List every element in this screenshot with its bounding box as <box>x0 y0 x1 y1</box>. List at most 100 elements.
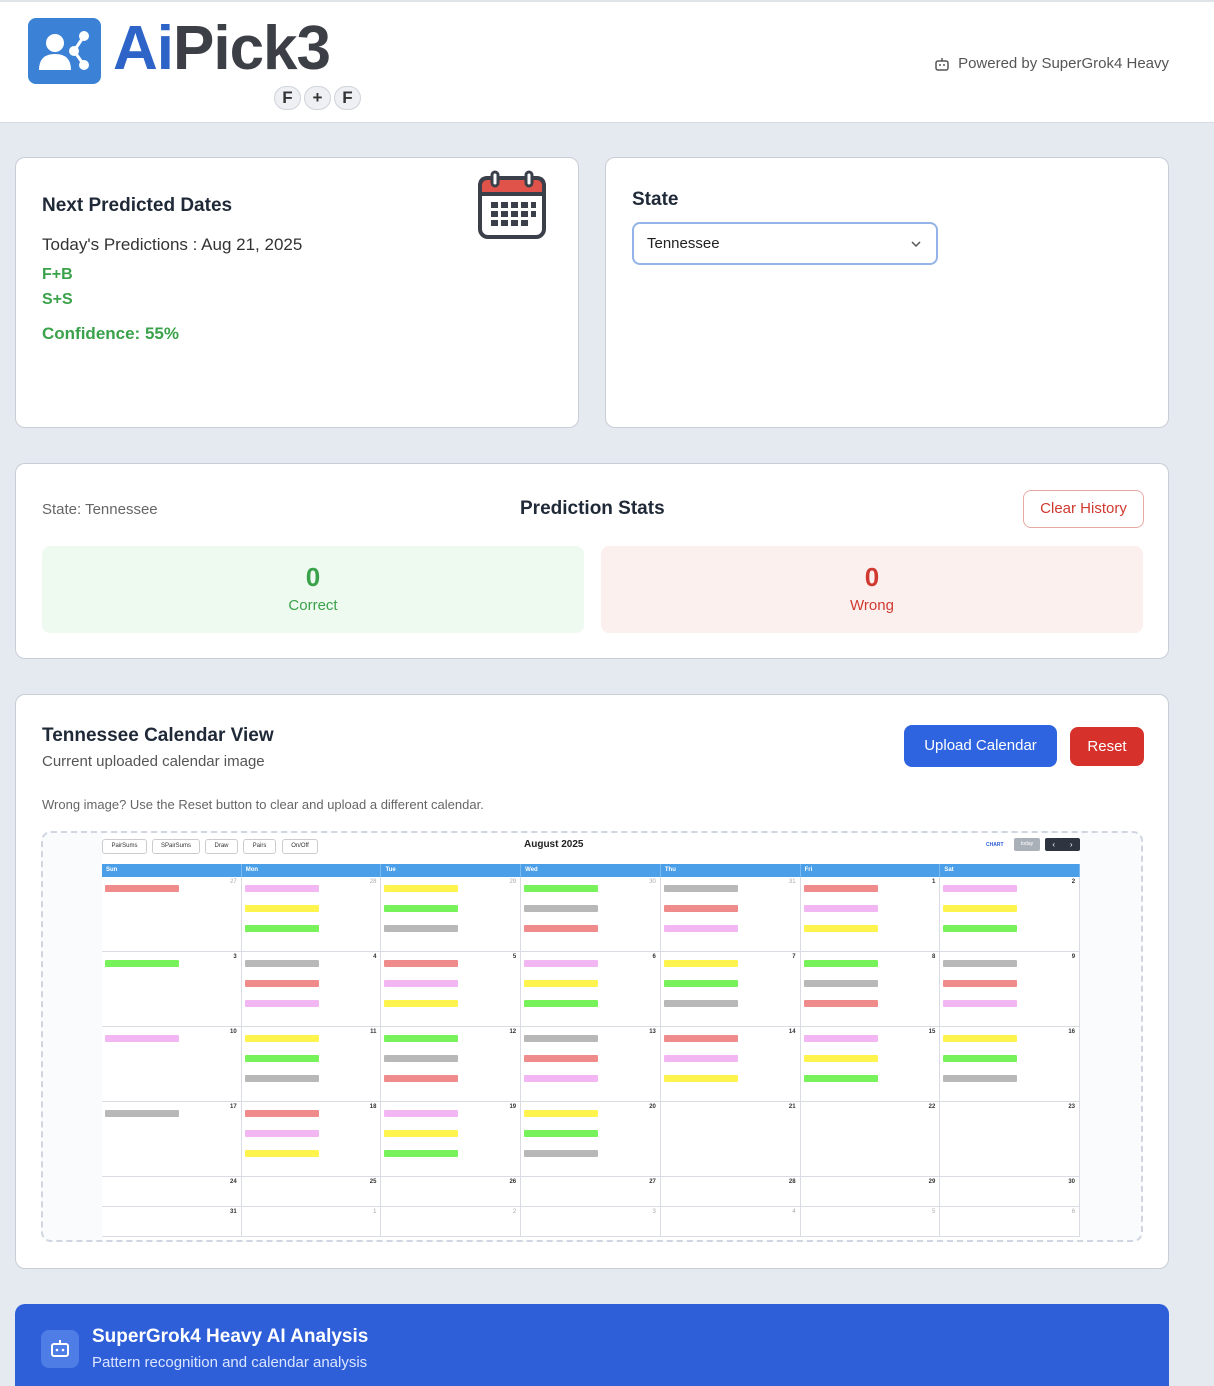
confidence: Confidence: 55% <box>42 324 179 343</box>
draw-chip <box>384 925 459 932</box>
draw-chip <box>524 1075 599 1082</box>
calendar-hint: Wrong image? Use the Reset button to cle… <box>42 797 484 812</box>
day-number: 21 <box>788 1104 796 1110</box>
weekday-label: Wed <box>521 864 661 877</box>
chart-link: CHART <box>986 842 1004 848</box>
calendar-week: 10 11 12 13 14 15 16 <box>102 1027 1081 1102</box>
day-number: 3 <box>233 954 237 960</box>
day-number: 18 <box>369 1104 377 1110</box>
draw-chip <box>384 960 459 967</box>
day-number: 14 <box>788 1029 796 1035</box>
calendar-day-cell: 24 <box>102 1177 242 1206</box>
calendar-day-cell: 27 <box>102 877 242 951</box>
draw-chip <box>803 1000 878 1007</box>
clear-history-button[interactable]: Clear History <box>1023 490 1144 528</box>
day-number: 15 <box>928 1029 936 1035</box>
draw-chip <box>524 1055 599 1062</box>
prediction-card: Next Predicted Dates Today's Predictions… <box>15 157 579 428</box>
calendar-day-cell: 30 <box>940 1177 1081 1206</box>
calendar-day-cell: 4 <box>242 952 382 1026</box>
draw-chip <box>105 1110 179 1117</box>
weekday-label: Mon <box>242 864 382 877</box>
draw-chip <box>663 1035 738 1042</box>
state-label: State <box>632 189 679 210</box>
draw-chip <box>663 905 738 912</box>
draw-chip <box>943 1035 1018 1042</box>
calendar-day-cell: 12 <box>381 1027 522 1101</box>
day-number: 31 <box>788 879 796 885</box>
wrong-label: Wrong <box>850 597 894 614</box>
calendar-day-cell: 6 <box>521 952 661 1026</box>
draw-chip <box>105 960 179 967</box>
draw-chip <box>663 960 738 967</box>
calendar-day-cell: 28 <box>661 1177 801 1206</box>
chevron-down-icon <box>911 241 921 248</box>
correct-value: 0 <box>305 562 321 592</box>
draw-chip <box>803 980 878 987</box>
weekday-label: Sat <box>940 864 1081 877</box>
draw-chip <box>105 1035 179 1042</box>
draw-chip <box>384 1055 459 1062</box>
state-select[interactable]: Tennessee <box>632 222 938 265</box>
draw-chip <box>524 1035 599 1042</box>
tool-draw: Draw <box>205 839 238 854</box>
tool-spairsums: SPairSums <box>152 839 200 854</box>
draw-chip <box>244 905 319 912</box>
calendar-day-cell: 21 <box>661 1102 801 1176</box>
day-number: 6 <box>652 954 656 960</box>
draw-chip <box>524 1110 599 1117</box>
calendar-title: Tennessee Calendar View <box>42 725 274 746</box>
draw-chip <box>803 1035 878 1042</box>
day-number: 12 <box>509 1029 517 1035</box>
day-number: 25 <box>369 1179 377 1185</box>
draw-chip <box>663 925 738 932</box>
state-card: State Tennessee <box>605 157 1169 428</box>
calendar-day-cell: 18 <box>242 1102 382 1176</box>
calendar-day-cell: 8 <box>801 952 941 1026</box>
calendar-day-cell: 30 <box>521 877 661 951</box>
badge-plus: + <box>304 86 331 110</box>
calendar-icon <box>478 170 546 239</box>
day-number: 30 <box>1068 1179 1076 1185</box>
weekday-label: Thu <box>661 864 801 877</box>
wrong-value: 0 <box>864 562 880 592</box>
day-number: 4 <box>373 954 377 960</box>
reset-button[interactable]: Reset <box>1070 727 1144 766</box>
calendar-day-cell: 15 <box>801 1027 941 1101</box>
draw-chip <box>663 885 738 892</box>
draw-chip <box>244 1075 319 1082</box>
draw-chip <box>663 980 738 987</box>
day-number: 20 <box>649 1104 656 1110</box>
day-number: 29 <box>928 1179 936 1185</box>
draw-chip <box>244 1150 319 1157</box>
tool-pairs: Pairs <box>243 839 276 854</box>
draw-chip <box>943 905 1018 912</box>
tool-pairsums: PairSums <box>102 839 147 854</box>
calendar-week: 31 1 2 3 4 5 6 <box>102 1207 1081 1237</box>
powered-label: Powered by SuperGrok4 Heavy <box>958 55 1169 72</box>
draw-chip <box>105 885 179 892</box>
calendar-day-cell: 5 <box>801 1207 941 1236</box>
calendar-day-cell: 1 <box>801 877 941 951</box>
calendar-day-cell: 31 <box>661 877 801 951</box>
day-number: 2 <box>512 1209 517 1215</box>
logo-share-icon <box>28 18 101 84</box>
draw-chip <box>803 960 878 967</box>
day-number: 24 <box>230 1179 237 1185</box>
prev-next-buttons: ‹ › <box>1045 838 1080 851</box>
state-selected-value: Tennessee <box>647 235 720 252</box>
draw-chip <box>524 905 599 912</box>
calendar-day-cell: 29 <box>381 877 522 951</box>
upload-calendar-button[interactable]: Upload Calendar <box>904 725 1057 767</box>
calendar-week: 27 28 29 30 31 1 2 <box>102 877 1081 952</box>
draw-chip <box>244 925 319 932</box>
day-number: 19 <box>509 1104 517 1110</box>
calendar-week: 17 18 19 20 21 22 23 <box>102 1102 1081 1177</box>
draw-chip <box>524 980 599 987</box>
chevron-left-icon: ‹ <box>1052 840 1056 849</box>
calendar-day-cell: 11 <box>242 1027 382 1101</box>
draw-chip <box>244 1055 319 1062</box>
calendar-day-cell: 26 <box>381 1177 522 1206</box>
tool-onoff: On/Off <box>282 839 318 854</box>
draw-chip <box>803 885 878 892</box>
